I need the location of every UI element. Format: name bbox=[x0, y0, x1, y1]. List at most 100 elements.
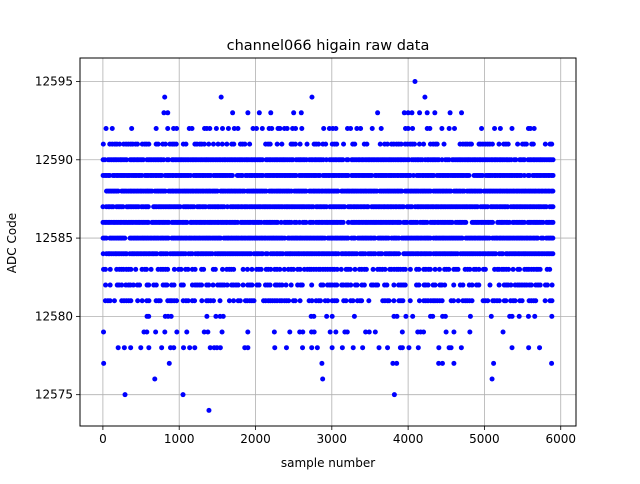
data-point bbox=[550, 235, 556, 241]
data-point bbox=[121, 345, 127, 351]
data-point bbox=[184, 219, 190, 225]
data-point bbox=[397, 219, 403, 225]
data-point bbox=[452, 125, 457, 131]
data-point bbox=[162, 141, 168, 147]
data-point bbox=[267, 141, 273, 147]
x-tick-label: 0 bbox=[99, 432, 107, 446]
data-point bbox=[476, 282, 482, 288]
data-point bbox=[369, 172, 375, 178]
data-point bbox=[410, 172, 416, 178]
data-point bbox=[174, 298, 180, 304]
data-point bbox=[210, 282, 216, 288]
data-point bbox=[224, 282, 230, 288]
data-point bbox=[505, 141, 511, 147]
data-point bbox=[375, 110, 381, 116]
data-point bbox=[268, 110, 274, 116]
y-tick-label: 12595 bbox=[35, 74, 73, 88]
data-point bbox=[333, 125, 339, 131]
data-point bbox=[293, 125, 299, 131]
data-point bbox=[244, 266, 250, 272]
data-point bbox=[173, 141, 179, 147]
data-point bbox=[284, 125, 290, 131]
data-point bbox=[342, 204, 348, 210]
data-point bbox=[274, 141, 280, 147]
data-point bbox=[220, 266, 226, 272]
data-point bbox=[430, 313, 436, 319]
data-point bbox=[187, 345, 193, 351]
data-point bbox=[467, 329, 473, 335]
data-point bbox=[107, 266, 113, 272]
data-point bbox=[324, 313, 330, 319]
data-point bbox=[513, 157, 519, 163]
data-point bbox=[533, 298, 539, 304]
data-point bbox=[314, 345, 320, 351]
data-point bbox=[550, 219, 556, 225]
data-point bbox=[407, 266, 413, 272]
data-point bbox=[250, 125, 256, 131]
data-point bbox=[405, 125, 411, 131]
data-point bbox=[549, 282, 555, 288]
data-point bbox=[183, 141, 189, 147]
data-point bbox=[531, 125, 537, 131]
data-point bbox=[463, 219, 469, 225]
data-point bbox=[318, 298, 323, 304]
data-point bbox=[207, 345, 213, 351]
data-point bbox=[220, 313, 226, 319]
data-point bbox=[549, 313, 555, 319]
data-point bbox=[509, 313, 515, 319]
data-point bbox=[443, 329, 449, 335]
data-point bbox=[354, 125, 360, 131]
data-point bbox=[171, 266, 177, 272]
data-point bbox=[469, 282, 475, 288]
data-point bbox=[304, 141, 310, 147]
data-point bbox=[164, 282, 170, 288]
data-point bbox=[316, 141, 322, 147]
data-point bbox=[339, 345, 345, 351]
data-point bbox=[466, 172, 472, 178]
data-point bbox=[401, 110, 407, 116]
data-point bbox=[272, 345, 278, 351]
x-tick-label: 1000 bbox=[164, 432, 195, 446]
data-point bbox=[256, 282, 262, 288]
data-point bbox=[497, 125, 503, 131]
x-tick-label: 2000 bbox=[240, 432, 271, 446]
data-point bbox=[129, 125, 135, 131]
data-point bbox=[391, 298, 397, 304]
data-point bbox=[549, 360, 555, 366]
data-point bbox=[225, 125, 231, 131]
data-point bbox=[231, 266, 237, 272]
y-tick-label: 12590 bbox=[35, 153, 73, 167]
data-point bbox=[378, 125, 384, 131]
data-point bbox=[214, 188, 220, 194]
data-point bbox=[492, 125, 498, 131]
y-tick-label: 12575 bbox=[35, 388, 73, 402]
data-point bbox=[159, 172, 165, 178]
data-point bbox=[253, 125, 259, 131]
data-point bbox=[436, 345, 442, 351]
data-point bbox=[185, 266, 191, 272]
data-point bbox=[421, 329, 427, 335]
data-point bbox=[258, 266, 264, 272]
data-point bbox=[338, 266, 344, 272]
data-point bbox=[138, 345, 144, 351]
data-point bbox=[496, 282, 502, 288]
data-point bbox=[376, 345, 382, 351]
data-point bbox=[292, 141, 298, 147]
data-point bbox=[213, 125, 219, 131]
data-point bbox=[451, 282, 457, 288]
data-point bbox=[309, 282, 315, 288]
data-point bbox=[469, 298, 475, 304]
data-point bbox=[157, 298, 163, 304]
data-point bbox=[508, 282, 514, 288]
data-point bbox=[292, 298, 298, 304]
data-point bbox=[459, 235, 465, 241]
data-point bbox=[199, 282, 205, 288]
data-point bbox=[424, 110, 430, 116]
x-tick-label: 3000 bbox=[317, 432, 348, 446]
data-point bbox=[115, 345, 121, 351]
data-point bbox=[348, 125, 354, 131]
data-point bbox=[214, 345, 220, 351]
data-point bbox=[386, 298, 392, 304]
data-point bbox=[122, 392, 128, 398]
data-point bbox=[329, 313, 335, 319]
